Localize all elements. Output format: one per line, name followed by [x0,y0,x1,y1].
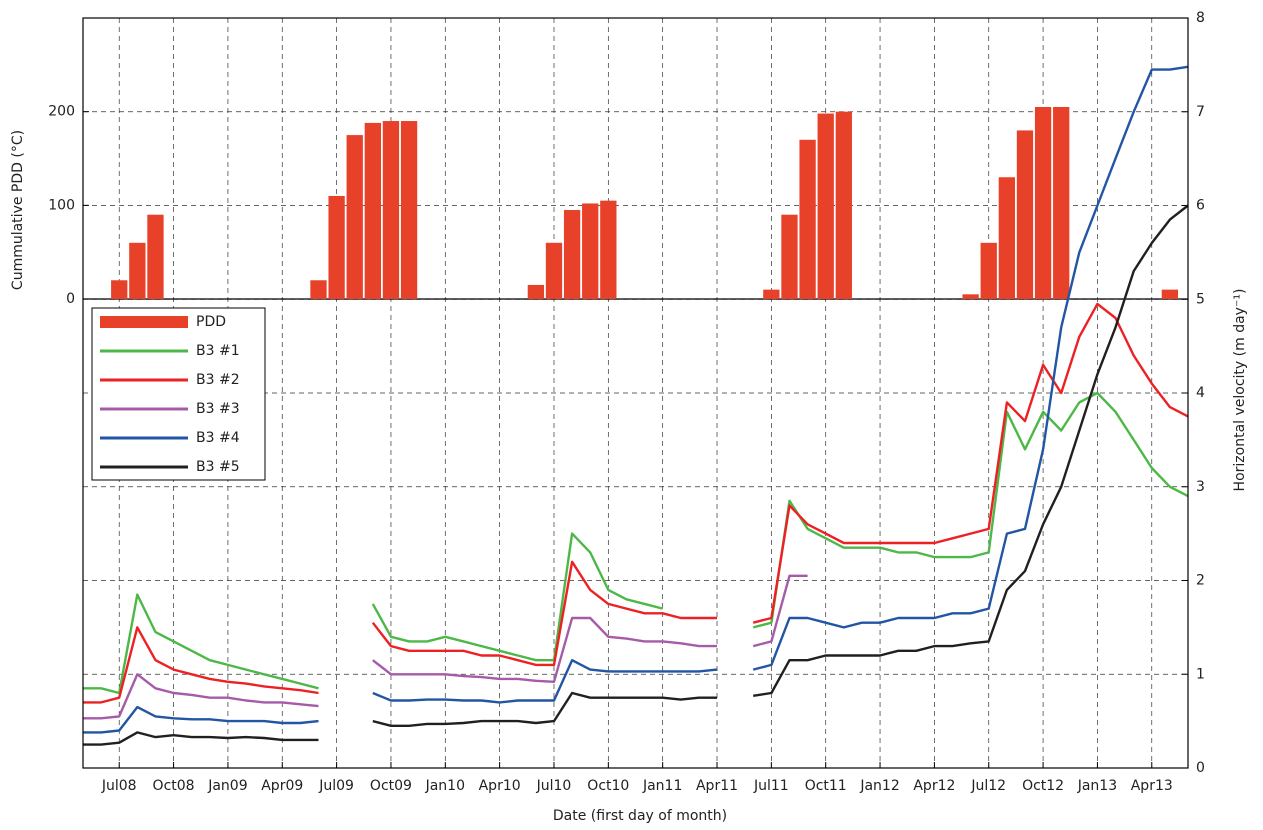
pdd-bar [1034,106,1052,299]
velocity-line [83,302,1189,704]
y-axis-title: Cummulative PDD (°C) [10,130,26,290]
pdd-bar [328,195,345,299]
pdd-bar [310,280,327,299]
x-tick-label: Jan12 [859,778,899,794]
velocity-line [83,65,1189,734]
y-tick-label: 100 [48,197,75,213]
pdd-bar [563,210,581,299]
pdd-bar [1161,289,1179,299]
y2-tick-label: 1 [1196,666,1205,682]
x-tick-label: Oct12 [1022,778,1064,794]
pdd-bar [129,242,146,299]
pdd-bar [527,284,545,299]
x-tick-label: Oct11 [805,778,847,794]
x-tick-label: Jul12 [970,778,1006,794]
pdd-bar [111,280,128,299]
pdd-bar [998,177,1016,299]
legend-label: B3 #3 [196,401,240,417]
plot-frame [82,17,1189,769]
y2-tick-label: 8 [1196,10,1205,26]
y-tick-label: 200 [48,104,75,120]
x-tick-label: Apr13 [1131,778,1173,794]
pdd-bar [364,122,381,299]
pdd-bar [382,121,400,300]
pdd-bar [582,203,599,299]
y2-tick-label: 3 [1196,479,1205,495]
x-tick-label: Apr10 [479,778,521,794]
y2-tick-label: 4 [1196,385,1205,401]
pdd-bar [835,111,852,300]
pdd-bar [799,139,816,299]
pdd-bar [400,121,418,300]
legend-box [91,307,266,481]
pdd-bar [1016,130,1034,299]
pdd-bar [763,289,780,299]
x-tick-label: Jul10 [536,778,572,794]
y2-tick-label: 2 [1196,573,1205,589]
pdd-bar [1053,106,1070,299]
pdd-bar [346,135,363,299]
x-tick-label: Oct09 [370,778,412,794]
velocity-line [83,391,1189,695]
x-tick-label: Apr12 [913,778,955,794]
y2-axis-title: Horizontal velocity (m day⁻¹) [1232,289,1248,492]
x-tick-label: Jan11 [642,778,682,794]
pdd-bar [600,200,617,299]
y2-tick-label: 0 [1196,760,1205,776]
x-tick-label: Jul11 [753,778,789,794]
pdd-bar [781,214,798,299]
legend-swatch [100,316,188,328]
pdd-bar [980,242,997,299]
x-tick-label: Apr11 [696,778,738,794]
y-tick-label: 0 [66,291,75,307]
x-tick-label: Jan13 [1077,778,1117,794]
x-tick-label: Jan10 [425,778,465,794]
legend-label: B3 #1 [196,343,240,359]
legend-label: PDD [196,314,226,330]
pdd-bar [962,294,979,299]
legend-label: B3 #4 [196,430,240,446]
x-tick-label: Apr09 [261,778,303,794]
legend-label: B3 #5 [196,459,240,475]
y2-tick-label: 6 [1196,198,1205,214]
pdd-bar [817,113,834,299]
pdd-bar [147,214,164,299]
x-tick-label: Jul09 [318,778,354,794]
y2-tick-label: 7 [1196,104,1205,120]
velocity-line [83,574,808,720]
pdd-bar [545,242,563,299]
x-tick-label: Jul08 [101,778,137,794]
x-tick-label: Oct08 [153,778,195,794]
y2-tick-label: 5 [1196,291,1205,307]
velocity-line [83,204,1189,746]
x-axis-title: Date (first day of month) [553,808,727,824]
x-tick-label: Jan09 [207,778,247,794]
legend-label: B3 #2 [196,372,240,388]
x-tick-label: Oct10 [587,778,629,794]
